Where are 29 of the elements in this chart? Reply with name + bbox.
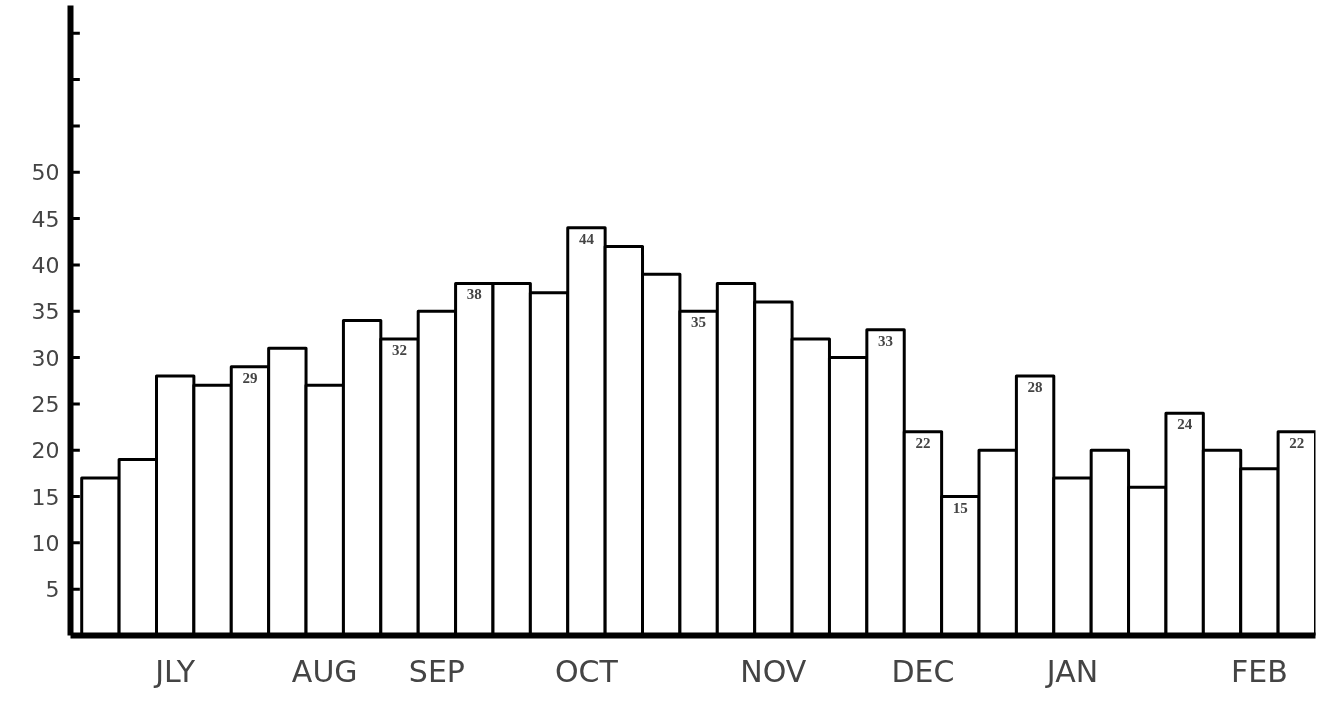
x-tick-label: AUG [291, 653, 358, 689]
y-tick-label: 5 [45, 577, 60, 603]
data-label: 32 [392, 342, 408, 359]
y-tick-label: 35 [31, 299, 60, 325]
y-tick-label: 25 [31, 391, 60, 417]
y-tick-label: 10 [31, 530, 60, 556]
y-tick-label: 50 [31, 160, 60, 186]
y-tick-label: 45 [31, 206, 60, 232]
data-label: 15 [952, 499, 968, 516]
x-tick-label: NOV [740, 653, 807, 689]
data-label: 24 [1177, 416, 1193, 433]
data-label: 28 [1027, 379, 1043, 396]
data-label: 29 [242, 369, 258, 386]
x-tick-label: OCT [555, 653, 619, 689]
data-label: 33 [878, 332, 894, 349]
data-label: 35 [691, 314, 707, 331]
x-tick-label: FEB [1231, 653, 1288, 689]
y-tick-label: 40 [31, 252, 60, 278]
data-label: 44 [578, 230, 595, 247]
x-tick-label: SEP [408, 653, 465, 689]
x-tick-label: JLY [153, 653, 196, 689]
data-label: 22 [1289, 434, 1305, 451]
y-tick-label: 20 [31, 438, 60, 464]
y-tick-label: 15 [31, 484, 60, 510]
x-tick-label: DEC [891, 653, 955, 689]
data-label: 38 [466, 286, 482, 303]
data-label: 22 [915, 434, 931, 451]
y-tick-label: 30 [31, 345, 60, 371]
x-tick-label: JAN [1044, 653, 1099, 689]
